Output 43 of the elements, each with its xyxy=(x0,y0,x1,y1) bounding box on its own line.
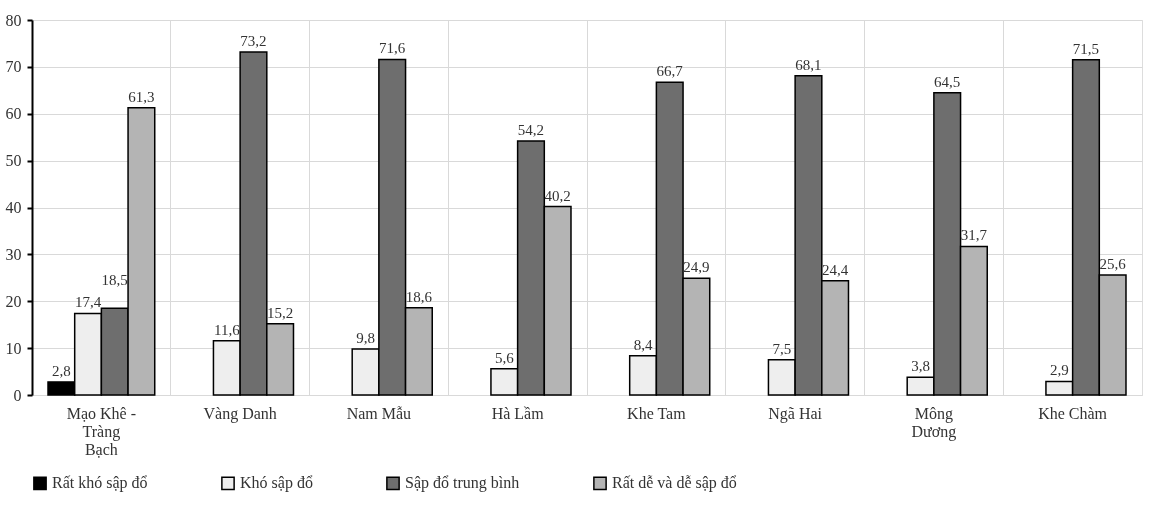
data-label: 2,8 xyxy=(51,362,71,379)
data-label: 8,4 xyxy=(633,336,653,353)
data-label: 54,2 xyxy=(517,121,545,138)
data-label: 71,6 xyxy=(379,40,406,57)
data-label: 71,5 xyxy=(1072,40,1100,57)
data-label: 68,1 xyxy=(795,56,822,73)
data-label: 7,5 xyxy=(772,340,792,357)
data-label: 66,7 xyxy=(656,63,684,80)
legend-label: Rất khó sập đổ xyxy=(52,474,148,493)
x-tick-label: Ngã Hai xyxy=(768,404,823,423)
data-label: 25,6 xyxy=(1099,256,1127,272)
y-tick-label: 0 xyxy=(13,386,22,404)
x-tick-label: Mông Dương xyxy=(911,404,957,441)
x-tick-label: Hà Lầm xyxy=(491,404,545,422)
y-tick-label: 40 xyxy=(5,199,22,216)
data-label: 15,2 xyxy=(267,304,294,321)
y-tick-label: 50 xyxy=(5,152,22,170)
data-label: 18,5 xyxy=(101,272,128,289)
data-label: 73,2 xyxy=(240,32,267,49)
legend-label: Rất dễ và dễ sập đổ xyxy=(612,474,737,493)
y-tick-label: 10 xyxy=(5,339,22,357)
data-label: 17,4 xyxy=(74,294,102,311)
y-tick-label: 20 xyxy=(5,292,22,310)
data-label: 24,9 xyxy=(683,259,710,276)
x-tick-label: Khe Chàm xyxy=(1038,404,1108,422)
legend-label: Khó sập đổ xyxy=(240,474,313,493)
data-label: 5,6 xyxy=(494,349,515,366)
legend-label: Sập đổ trung bình xyxy=(405,474,520,493)
x-tick-label: Mạo Khê - Tràng Bạch xyxy=(66,404,137,458)
x-tick-label: Vàng Danh xyxy=(203,404,277,423)
x-tick-label: Nam Mẫu xyxy=(346,404,412,422)
data-label: 64,5 xyxy=(934,73,961,90)
data-label: 9,8 xyxy=(356,330,375,347)
data-label: 18,6 xyxy=(405,288,433,305)
y-tick-label: 30 xyxy=(5,245,22,263)
y-tick-label: 70 xyxy=(5,58,22,76)
data-label: 2,9 xyxy=(1049,362,1069,379)
y-tick-label: 60 xyxy=(5,105,22,123)
x-tick-label: Khe Tam xyxy=(627,404,687,422)
data-label: 3,8 xyxy=(911,358,930,375)
data-label: 31,7 xyxy=(960,227,988,244)
data-label: 61,3 xyxy=(128,88,155,105)
y-tick-label: 80 xyxy=(5,11,22,29)
